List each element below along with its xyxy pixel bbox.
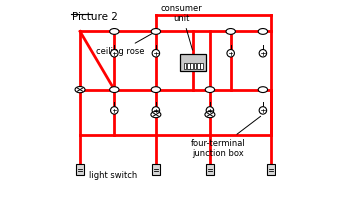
Ellipse shape [75, 86, 85, 93]
Circle shape [111, 107, 118, 114]
FancyBboxPatch shape [206, 164, 214, 175]
Ellipse shape [258, 87, 268, 92]
FancyBboxPatch shape [180, 54, 206, 71]
FancyBboxPatch shape [152, 164, 160, 175]
Circle shape [111, 49, 118, 57]
Ellipse shape [151, 111, 161, 118]
Bar [194, 63, 196, 69]
Circle shape [152, 107, 160, 114]
Ellipse shape [110, 87, 119, 92]
Ellipse shape [151, 29, 160, 34]
Ellipse shape [205, 87, 215, 92]
Circle shape [259, 49, 267, 57]
FancyBboxPatch shape [76, 164, 84, 175]
Ellipse shape [205, 111, 215, 118]
FancyBboxPatch shape [267, 164, 275, 175]
Ellipse shape [110, 29, 119, 34]
Bar [200, 63, 203, 69]
Ellipse shape [226, 29, 235, 34]
Circle shape [152, 49, 160, 57]
Bar [190, 63, 193, 69]
Ellipse shape [151, 87, 160, 92]
Bar [184, 63, 186, 69]
Text: four-terminal
junction box: four-terminal junction box [191, 116, 261, 158]
Ellipse shape [258, 29, 268, 34]
Text: consumer
unit: consumer unit [161, 4, 203, 50]
Bar [187, 63, 190, 69]
Circle shape [206, 107, 214, 114]
Circle shape [259, 107, 267, 114]
Text: light switch: light switch [83, 170, 138, 180]
Text: ceiling rose: ceiling rose [96, 33, 154, 56]
Circle shape [227, 49, 234, 57]
Text: Picture 2: Picture 2 [72, 12, 118, 22]
Bar [197, 63, 200, 69]
